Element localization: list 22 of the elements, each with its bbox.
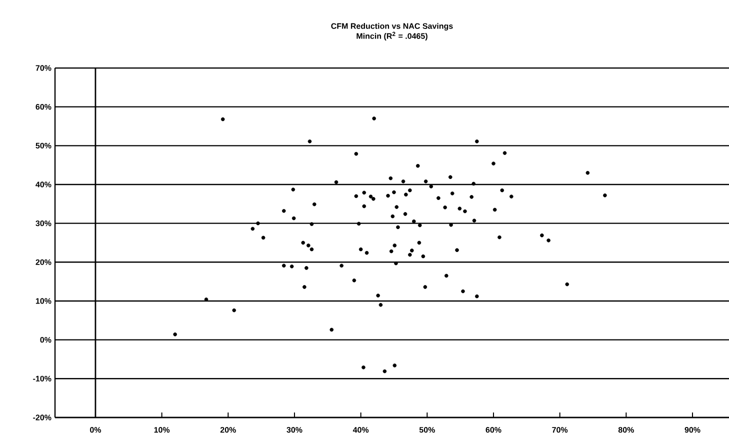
y-tick-label: 60% (36, 104, 52, 110)
y-tick-label: 70% (36, 65, 52, 71)
y-tick-label: 30% (36, 220, 52, 226)
x-tick-label: 70% (552, 427, 568, 433)
x-tick-label: 90% (684, 427, 700, 433)
x-tick-label: 50% (419, 427, 435, 433)
y-tick-label: 0% (40, 336, 52, 343)
x-tick-label: 0% (90, 427, 102, 433)
y-tick-label: 10% (36, 298, 52, 304)
x-tick-label: 30% (286, 427, 302, 433)
x-tick-label: 60% (486, 427, 502, 433)
x-tick-label: 80% (618, 427, 634, 433)
x-tick-label: 20% (220, 427, 236, 433)
y-tick-label: 50% (36, 142, 52, 148)
x-tick-label: 40% (352, 427, 369, 433)
chart-title: CFM Reduction vs NAC Savings (331, 23, 453, 31)
x-tick-label: 10% (154, 427, 170, 433)
y-tick-label: 40% (36, 182, 52, 188)
y-tick-label: -20% (33, 414, 52, 420)
chart-subtitle: Mincin (R$^{2}$ = .0465) (356, 32, 428, 40)
y-tick-label: 20% (36, 259, 52, 265)
y-tick-label: -10% (33, 376, 52, 382)
